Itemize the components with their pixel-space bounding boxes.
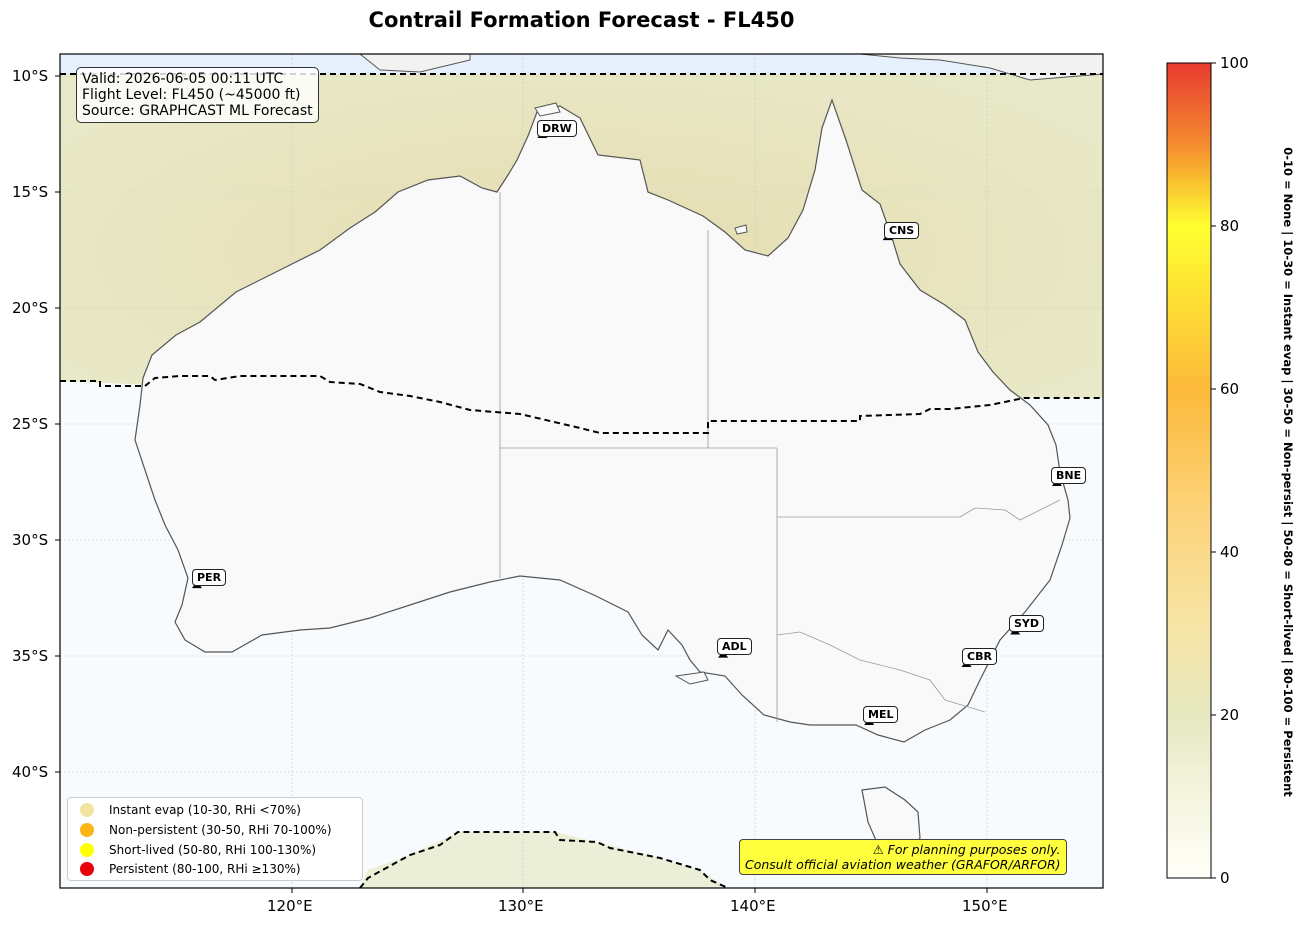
legend-swatch <box>80 843 94 857</box>
planning-warning: ⚠ For planning purposes only. Consult of… <box>739 839 1067 875</box>
city-label-cbr: CBR <box>962 648 997 665</box>
city-label-adl: ADL <box>717 638 752 655</box>
city-label-syd: SYD <box>1009 615 1045 632</box>
forecast-source: Source: GRAPHCAST ML Forecast <box>82 103 313 119</box>
legend-item: Persistent (80-100, RHi ≥130%) <box>80 860 301 878</box>
city-label-bne: BNE <box>1051 467 1087 484</box>
lat-tick-label: 30°S <box>12 531 49 549</box>
colorbar-tick-label: 80 <box>1220 217 1240 235</box>
lat-tick-label: 25°S <box>12 415 49 433</box>
lat-tick-label: 35°S <box>12 647 49 665</box>
lat-tick-label: 20°S <box>12 299 49 317</box>
state-borders <box>499 192 1061 722</box>
colorbar-description: 0-10 = None | 10-30 = Instant evap | 30-… <box>1276 72 1300 872</box>
flight-level: Flight Level: FL450 (~45000 ft) <box>82 87 301 103</box>
city-label-cns: CNS <box>884 222 920 239</box>
city-label-per: PER <box>192 569 227 586</box>
city-label-drw: DRW <box>537 120 577 137</box>
colorbar-tick-label: 40 <box>1220 543 1240 561</box>
lon-tick-label: 120°E <box>267 897 313 915</box>
axis-ticks <box>55 75 988 893</box>
chart-title: Contrail Formation Forecast - FL450 <box>368 8 795 32</box>
lon-tick-label: 140°E <box>730 897 776 915</box>
australia-landmass <box>134 98 1071 743</box>
map-frame <box>59 53 1104 889</box>
legend-item: Instant evap (10-30, RHi <70%) <box>80 801 301 819</box>
colorbar <box>1166 62 1212 879</box>
kangaroo-island <box>674 671 709 685</box>
lat-tick-label: 40°S <box>12 763 49 781</box>
colorbar-tick-label: 100 <box>1220 54 1249 72</box>
forecast-info-box: Valid: 2026-06-05 00:11 UTC Flight Level… <box>76 67 319 123</box>
legend-swatch <box>80 862 94 876</box>
legend-swatch <box>80 803 94 817</box>
legend: Instant evap (10-30, RHi <70%) Non-persi… <box>67 797 363 881</box>
legend-label: Persistent (80-100, RHi ≥130%) <box>109 862 301 876</box>
legend-label: Non-persistent (30-50, RHi 70-100%) <box>109 823 332 837</box>
legend-swatch <box>80 823 94 837</box>
small-island <box>734 224 748 235</box>
valid-time: Valid: 2026-06-05 00:11 UTC <box>82 71 284 87</box>
lat-tick-label: 10°S <box>12 67 49 85</box>
legend-label: Short-lived (50-80, RHi 100-130%) <box>109 843 317 857</box>
warning-line-1: ⚠ For planning purposes only. <box>872 842 1061 857</box>
northern-strip <box>60 54 1103 74</box>
colorbar-tick-label: 60 <box>1220 380 1240 398</box>
city-label-mel: MEL <box>863 706 899 723</box>
colorbar-ticks <box>1211 62 1216 879</box>
timor-island <box>359 54 471 73</box>
tiwi-islands <box>534 102 561 117</box>
colorbar-tick-label: 20 <box>1220 706 1240 724</box>
legend-label: Instant evap (10-30, RHi <70%) <box>109 803 301 817</box>
lon-tick-label: 130°E <box>498 897 544 915</box>
lat-tick-label: 15°S <box>12 183 49 201</box>
warning-line-2: Consult official aviation weather (GRAFO… <box>745 857 1061 872</box>
instant-evap-zone-south <box>360 832 728 888</box>
legend-item: Short-lived (50-80, RHi 100-130%) <box>80 841 316 859</box>
colorbar-tick-label: 0 <box>1220 869 1230 887</box>
lon-tick-label: 150°E <box>962 897 1008 915</box>
colorbar-description-text: 0-10 = None | 10-30 = Instant evap | 30-… <box>1281 147 1295 797</box>
legend-item: Non-persistent (30-50, RHi 70-100%) <box>80 821 332 839</box>
